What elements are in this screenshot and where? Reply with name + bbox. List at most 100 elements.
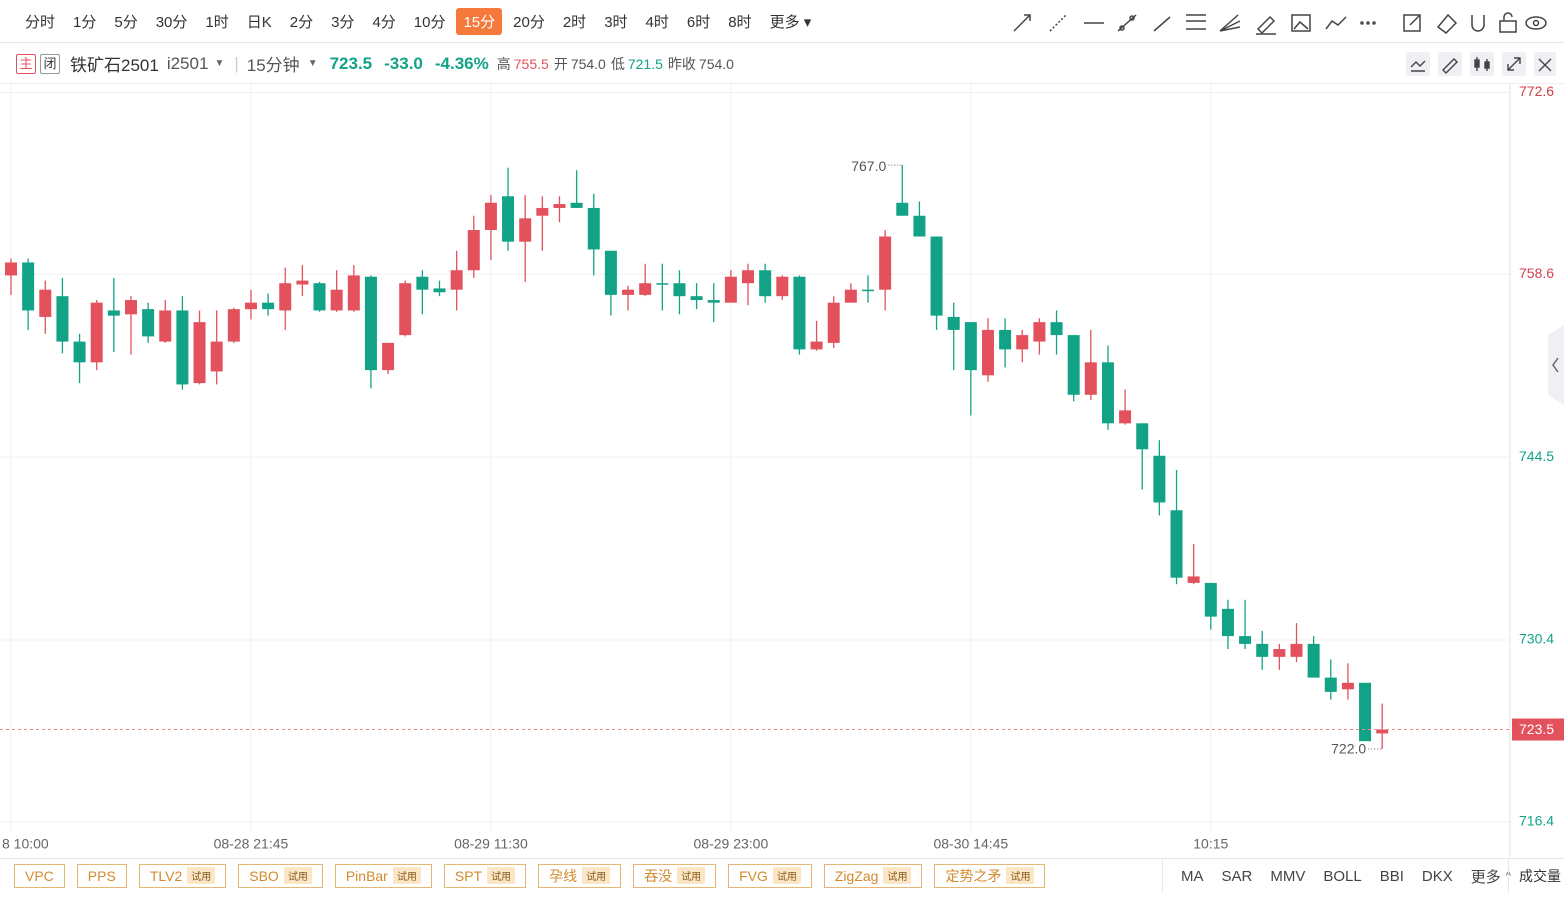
- period-button[interactable]: 5分: [114, 13, 138, 31]
- candle-body: [399, 283, 412, 336]
- tool-icon[interactable]: [1291, 14, 1311, 32]
- candle-body: [313, 283, 326, 311]
- trial-badge: 试用: [772, 867, 801, 884]
- tool-icon[interactable]: [1256, 15, 1276, 35]
- tool-icon[interactable]: [1471, 15, 1485, 32]
- tool-icon[interactable]: [1219, 14, 1241, 32]
- tool-icon[interactable]: [1186, 14, 1206, 30]
- candle-body: [347, 275, 360, 311]
- control-button[interactable]: [1470, 52, 1494, 76]
- volume-tab[interactable]: 成交量: [1508, 859, 1561, 893]
- indicator-button[interactable]: PinBar 试用: [334, 863, 432, 888]
- dropdown-arrow[interactable]: ▼: [214, 58, 225, 69]
- candle-body: [1376, 729, 1389, 734]
- candle-body: [639, 283, 652, 295]
- candle-body: [1033, 322, 1046, 342]
- period-button[interactable]: 30分: [155, 13, 188, 31]
- period-button[interactable]: 分时: [25, 13, 56, 31]
- last-price: 723.5: [329, 53, 373, 73]
- candle-body: [1204, 582, 1217, 617]
- tool-icon[interactable]: [1360, 21, 1376, 25]
- indicator-list: VPC PPS TLV2 试用 SBO 试用 PinBar 试用 SPT 试用 孕线 试用 吞没 试用 FV…: [2, 863, 1046, 888]
- indicator-button[interactable]: FVG 试用: [728, 863, 812, 888]
- tool-icon[interactable]: [1117, 14, 1137, 32]
- tool-icon[interactable]: [1153, 16, 1171, 32]
- symbol-code[interactable]: i2501: [166, 53, 209, 73]
- toolbar: 分时 1分 5分 30分 1时 日K 2分 3分 4分 10分 15分 20分 2时 3时 4时 6时 8时 更多…: [0, 0, 1564, 43]
- period-button[interactable]: 1时: [205, 13, 229, 31]
- main-indicator[interactable]: SAR: [1221, 867, 1253, 885]
- dropdown-arrow[interactable]: ▼: [307, 58, 318, 69]
- main-indicator[interactable]: MA: [1181, 867, 1204, 885]
- last-price-label: 723.5: [1519, 721, 1554, 737]
- candle-body: [1119, 410, 1132, 424]
- candle-body: [124, 300, 137, 315]
- indicator-button[interactable]: SPT 试用: [443, 863, 527, 888]
- indicator-button[interactable]: PPS: [76, 863, 127, 888]
- period-button[interactable]: 更多 ▾: [769, 13, 812, 31]
- candle-body: [1067, 335, 1080, 395]
- period-button[interactable]: 3分: [331, 13, 355, 31]
- main-indicator[interactable]: MMV: [1270, 867, 1306, 885]
- period-button[interactable]: 1分: [73, 13, 97, 31]
- period-button[interactable]: 15分: [456, 7, 503, 35]
- closed-tag[interactable]: 闭: [40, 53, 60, 74]
- period-button[interactable]: 10分: [413, 13, 446, 31]
- period-button[interactable]: 日K: [246, 13, 272, 31]
- low: 721.5: [627, 55, 663, 72]
- y-tick-label: 730.4: [1519, 631, 1554, 647]
- period-button[interactable]: 2时: [562, 13, 587, 31]
- period-button[interactable]: 20分: [513, 13, 545, 31]
- candle-body: [964, 322, 977, 371]
- tool-icon[interactable]: [1499, 12, 1517, 33]
- candle-body: [210, 341, 223, 372]
- tool-icon[interactable]: [1325, 16, 1347, 30]
- tool-icon[interactable]: [1403, 14, 1421, 32]
- y-tick-label: 744.5: [1519, 448, 1554, 464]
- candle-body: [193, 322, 206, 384]
- indicator-name: ZigZag: [834, 867, 879, 884]
- side-tab[interactable]: [1548, 325, 1564, 405]
- indicator-button[interactable]: 吞没 试用: [633, 863, 717, 888]
- candle-body: [742, 270, 755, 284]
- candle-body: [22, 262, 35, 311]
- tool-icon[interactable]: [1013, 14, 1031, 32]
- indicator-button[interactable]: 定势之矛 试用: [934, 863, 1046, 888]
- period-button[interactable]: 4分: [372, 13, 396, 31]
- indicator-button[interactable]: SBO 试用: [238, 863, 323, 888]
- main-indicator[interactable]: BOLL: [1323, 867, 1362, 885]
- control-button[interactable]: [1438, 52, 1462, 76]
- x-tick-label: 08-30 14:45: [933, 836, 1008, 852]
- tool-icon[interactable]: [1436, 13, 1458, 34]
- period[interactable]: 15分钟: [246, 56, 300, 75]
- tool-icon[interactable]: [1525, 16, 1547, 30]
- trial-badge: 试用: [582, 867, 611, 884]
- candle-body: [262, 302, 275, 310]
- indicator-name: 定势之矛: [945, 867, 1002, 884]
- period-button[interactable]: 4时: [645, 13, 669, 31]
- candle-body: [656, 283, 669, 285]
- period-button[interactable]: 3时: [604, 13, 628, 31]
- control-button[interactable]: [1534, 52, 1556, 76]
- main-indicator[interactable]: DKX: [1421, 867, 1453, 885]
- symbol-header: 主 闭 铁矿石2501 i2501 ▼ | 15分钟 ▼ 723.5 -33.0…: [0, 44, 1564, 84]
- period-button[interactable]: 6时: [686, 13, 711, 31]
- more[interactable]: 更多: [1470, 868, 1501, 886]
- period-button[interactable]: 2分: [289, 13, 314, 31]
- indicator-button[interactable]: ZigZag 试用: [823, 863, 923, 888]
- main-indicator[interactable]: BBI: [1379, 867, 1404, 885]
- tool-icon[interactable]: [1049, 14, 1067, 32]
- indicator-name: PinBar: [345, 867, 388, 884]
- candle-body: [1290, 643, 1303, 657]
- prev-close: 754.0: [698, 55, 734, 72]
- main-tag[interactable]: 主: [16, 53, 36, 74]
- drawing-tools: [1013, 12, 1547, 35]
- period-button[interactable]: 8时: [728, 13, 752, 31]
- candle-body: [759, 270, 772, 297]
- indicator-button[interactable]: TLV2 试用: [138, 863, 227, 888]
- candle-body: [296, 280, 309, 285]
- candle-body: [90, 302, 103, 363]
- indicator-bar: VPC PPS TLV2 试用 SBO 试用 PinBar 试用 SPT 试用 孕线 试用 吞没 试用 FV…: [0, 858, 1564, 893]
- indicator-button[interactable]: VPC: [14, 863, 65, 888]
- indicator-button[interactable]: 孕线 试用: [538, 863, 622, 888]
